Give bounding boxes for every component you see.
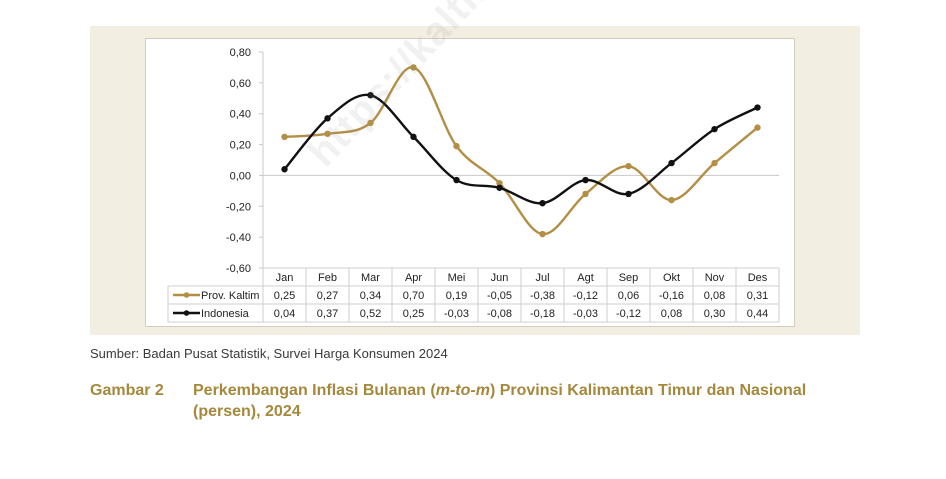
x-category-label: Sep — [619, 272, 639, 284]
figure-title-italic: m-to-m — [435, 382, 490, 399]
x-category-label: Agt — [577, 272, 594, 284]
x-category-label: Mei — [448, 272, 466, 284]
data-point-kaltim — [324, 130, 331, 137]
figure-title-part-2: ) Provinsi Kalimantan Timur dan Nasional… — [193, 382, 807, 420]
data-table-value: -0,03 — [573, 308, 598, 320]
data-table-value: -0,38 — [530, 290, 555, 302]
data-table-value: -0,03 — [444, 308, 469, 320]
data-point-kaltim — [367, 119, 374, 127]
data-table-value: 0,70 — [403, 290, 424, 302]
x-category-label: Nov — [705, 272, 725, 284]
x-category-label: Jun — [491, 272, 509, 284]
figure-title-part-1: Perkembangan Inflasi Bulanan ( — [193, 382, 436, 399]
data-table-value: -0,18 — [530, 308, 555, 320]
data-table-value: 0,44 — [747, 308, 768, 320]
x-category-label: Okt — [663, 272, 680, 284]
data-point-indonesia — [496, 184, 503, 191]
x-category-label: Jan — [276, 272, 294, 284]
x-category-label: Des — [748, 272, 768, 284]
data-point-indonesia — [453, 176, 460, 184]
data-point-kaltim — [668, 196, 675, 204]
source-note: Sumber: Badan Pusat Statistik, Survei Ha… — [90, 346, 448, 361]
chart-panel: 0,80 0,60 0,40 0,20 0,00 -0,20 -0,40 -0,60 Jan Fe… — [90, 26, 860, 335]
data-table-value: 0,27 — [317, 290, 338, 302]
y-tick-label: 0,00 — [230, 170, 251, 182]
data-table-value: -0,12 — [616, 308, 641, 320]
data-point-kaltim — [754, 124, 761, 131]
data-point-indonesia — [754, 104, 761, 111]
data-table-value: 0,08 — [661, 308, 682, 320]
data-table-value: 0,06 — [618, 290, 639, 302]
y-tick-label: 0,40 — [230, 109, 251, 121]
data-table-value: 0,08 — [704, 290, 725, 302]
data-point-kaltim — [453, 142, 460, 150]
data-table-value: 0,37 — [317, 308, 338, 320]
x-category-label: Feb — [318, 272, 337, 284]
legend-key-marker — [183, 310, 190, 316]
data-table-value: -0,16 — [659, 290, 684, 302]
data-table-value: 0,52 — [360, 308, 381, 320]
y-tick-label: 0,60 — [230, 78, 251, 90]
data-point-kaltim — [281, 133, 288, 141]
y-tick-label: 0,80 — [230, 47, 251, 59]
figure-number: Gambar 2 — [90, 382, 164, 399]
data-point-kaltim — [711, 159, 718, 167]
data-table-value: 0,25 — [403, 308, 424, 320]
data-point-kaltim — [582, 190, 589, 198]
x-category-label: Mar — [361, 272, 380, 284]
x-category-label: Apr — [405, 272, 422, 284]
figure-title: Perkembangan Inflasi Bulanan (m-to-m) Pr… — [193, 380, 843, 422]
data-point-indonesia — [410, 133, 417, 141]
data-table-value: 0,30 — [704, 308, 725, 320]
data-point-kaltim — [496, 179, 503, 187]
data-point-indonesia — [582, 176, 589, 184]
data-table-value: -0,05 — [487, 290, 512, 302]
data-point-indonesia — [281, 166, 288, 173]
data-table-value: 0,04 — [274, 308, 295, 320]
legend-key-marker — [183, 292, 190, 298]
y-tick-label: 0,20 — [230, 140, 251, 152]
line-chart: 0,80 0,60 0,40 0,20 0,00 -0,20 -0,40 -0,60 Jan Fe… — [167, 47, 780, 323]
legend-label: Indonesia — [201, 308, 250, 320]
data-point-kaltim — [410, 64, 417, 71]
data-point-kaltim — [625, 162, 632, 170]
data-point-indonesia — [711, 125, 718, 133]
data-point-indonesia — [367, 92, 374, 99]
data-point-indonesia — [324, 115, 331, 122]
data-point-indonesia — [539, 200, 546, 207]
data-point-kaltim — [539, 230, 546, 238]
data-table-value: -0,12 — [573, 290, 598, 302]
data-table-value: 0,25 — [274, 290, 295, 302]
data-table-value: -0,08 — [487, 308, 512, 320]
y-tick-label: -0,60 — [226, 263, 251, 275]
data-table-value: 0,31 — [747, 290, 768, 302]
data-point-indonesia — [625, 190, 632, 198]
x-category-label: Jul — [535, 272, 549, 284]
legend-label: Prov. Kaltim — [201, 290, 259, 302]
plot-frame — [145, 38, 795, 327]
data-table-value: 0,19 — [446, 290, 467, 302]
data-point-indonesia — [668, 159, 675, 167]
y-tick-label: -0,40 — [226, 232, 251, 244]
y-tick-label: -0,20 — [226, 201, 251, 213]
series-line-indonesia — [283, 93, 759, 205]
data-table-value: 0,34 — [360, 290, 381, 302]
